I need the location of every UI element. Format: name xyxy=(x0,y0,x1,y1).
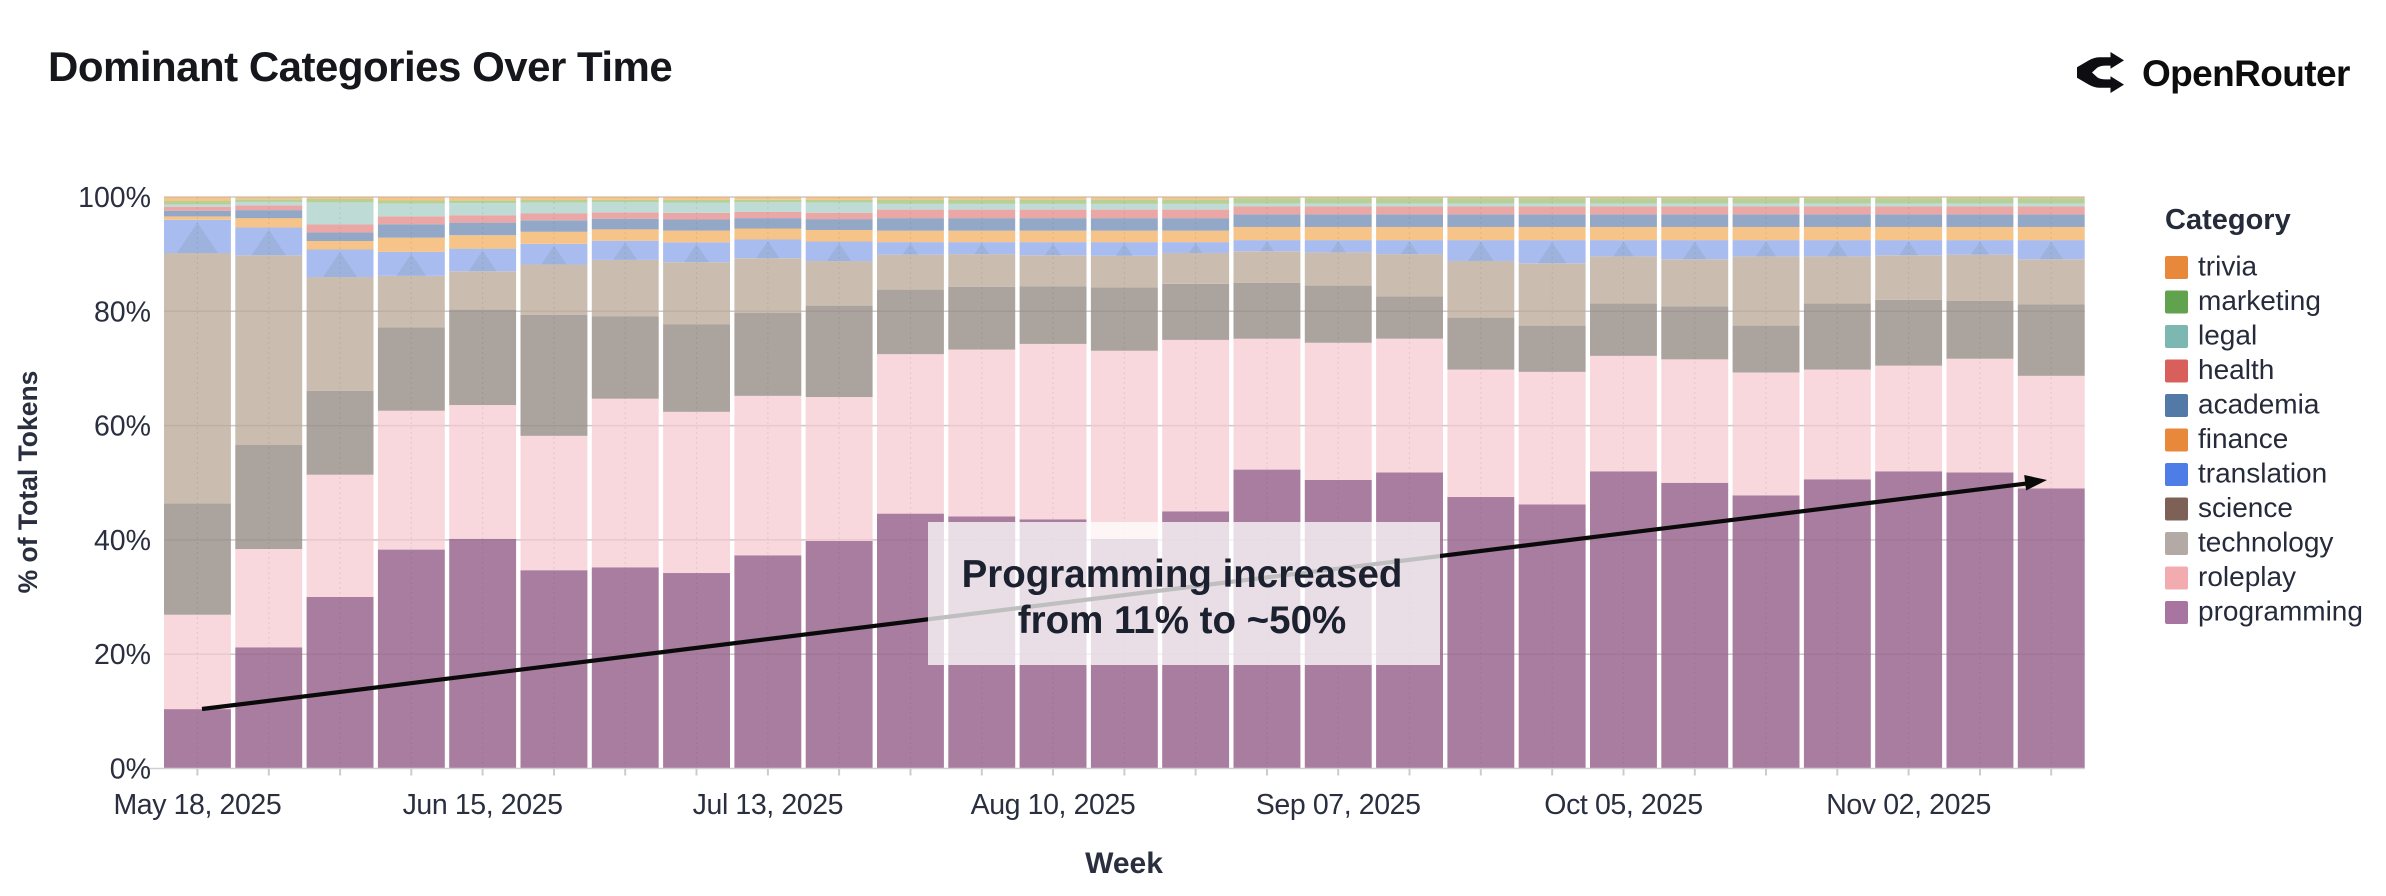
svg-text:Jul 13, 2025: Jul 13, 2025 xyxy=(693,789,844,821)
svg-text:Category: Category xyxy=(2165,204,2291,236)
svg-text:Aug 10, 2025: Aug 10, 2025 xyxy=(971,789,1136,821)
svg-text:technology: technology xyxy=(2198,527,2333,558)
svg-text:Week: Week xyxy=(1085,847,1163,880)
svg-text:trivia: trivia xyxy=(2198,251,2258,282)
svg-text:programming: programming xyxy=(2198,596,2363,627)
svg-text:Oct 05, 2025: Oct 05, 2025 xyxy=(1544,789,1702,821)
svg-text:academia: academia xyxy=(2198,389,2320,420)
svg-text:40%: 40% xyxy=(94,525,151,557)
svg-text:roleplay: roleplay xyxy=(2198,561,2296,592)
svg-text:health: health xyxy=(2198,354,2274,385)
svg-text:marketing: marketing xyxy=(2198,285,2321,316)
svg-text:science: science xyxy=(2198,492,2293,523)
svg-text:% of Total Tokens: % of Total Tokens xyxy=(13,371,43,594)
svg-text:60%: 60% xyxy=(94,411,151,443)
svg-text:from 11% to ~50%: from 11% to ~50% xyxy=(1018,599,1346,642)
svg-text:translation: translation xyxy=(2198,458,2327,489)
svg-text:100%: 100% xyxy=(78,182,151,214)
svg-text:Jun 15, 2025: Jun 15, 2025 xyxy=(403,789,563,821)
svg-text:80%: 80% xyxy=(94,296,151,328)
svg-text:Nov 02, 2025: Nov 02, 2025 xyxy=(1826,789,1991,821)
svg-text:0%: 0% xyxy=(110,754,151,786)
svg-text:May 18, 2025: May 18, 2025 xyxy=(113,789,281,821)
svg-text:legal: legal xyxy=(2198,320,2257,351)
svg-text:Sep 07, 2025: Sep 07, 2025 xyxy=(1256,789,1421,821)
svg-text:finance: finance xyxy=(2198,423,2288,454)
svg-text:Programming increased: Programming increased xyxy=(962,553,1403,596)
svg-text:20%: 20% xyxy=(94,639,151,671)
